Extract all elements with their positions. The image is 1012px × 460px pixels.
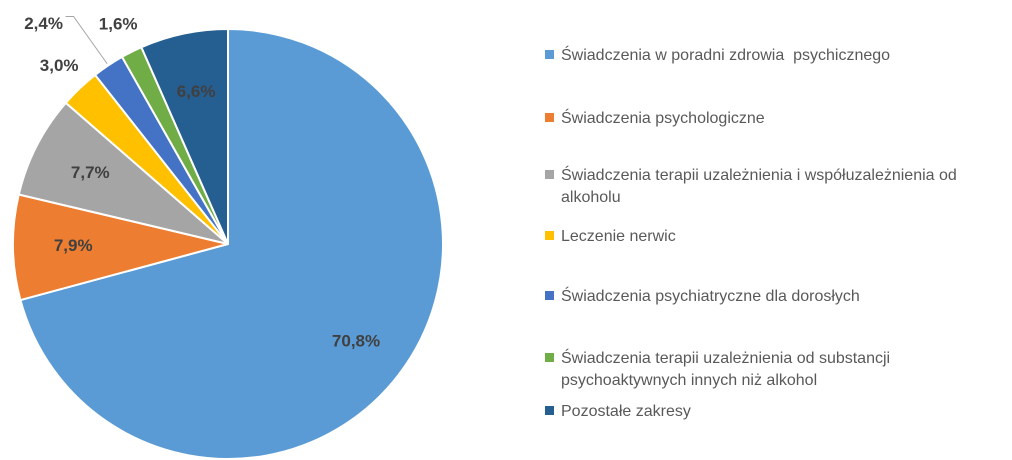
pie-slice: [140, 27, 229, 245]
legend-item: Świadczenia terapii uzależnienia i współ…: [545, 165, 975, 209]
data-label: 6,6%: [177, 82, 216, 101]
pie-slice: [12, 193, 229, 302]
data-label: 3,0%: [40, 56, 79, 75]
legend-label: Świadczenia psychiatryczne dla dorosłych: [561, 288, 860, 305]
legend-swatch: [545, 170, 554, 179]
legend-swatch: [545, 50, 554, 59]
legend-label: Świadczenia terapii uzależnienia od subs…: [561, 350, 895, 389]
legend-label: Leczenie nerwic: [561, 228, 676, 245]
legend-swatch: [545, 291, 554, 300]
legend-item: Świadczenia psychiatryczne dla dorosłych: [545, 286, 975, 308]
legend-label: Świadczenia w poradni zdrowia psychiczne…: [561, 47, 891, 64]
legend-label: Pozostałe zakresy: [561, 403, 691, 420]
legend-item: Pozostałe zakresy: [545, 401, 975, 423]
legend-swatch: [545, 406, 554, 415]
legend-label: Świadczenia terapii uzależnienia i współ…: [561, 167, 962, 206]
data-label: 7,7%: [71, 163, 110, 182]
legend-swatch: [545, 353, 554, 362]
legend-label: Świadczenia psychologiczne: [561, 110, 765, 127]
legend-item: Leczenie nerwic: [545, 226, 975, 248]
legend-item: Świadczenia w poradni zdrowia psychiczne…: [545, 45, 975, 67]
data-label: 2,4%: [24, 14, 63, 33]
legend-item: Świadczenia terapii uzależnienia od subs…: [545, 348, 975, 392]
data-label: 7,9%: [54, 236, 93, 255]
pie-slice: [19, 27, 444, 460]
data-label: 1,6%: [99, 14, 138, 33]
legend-swatch: [545, 113, 554, 122]
legend-swatch: [545, 231, 554, 240]
pie-slice: [17, 101, 229, 245]
data-label: 70,8%: [332, 332, 380, 351]
leader-line: [65, 16, 108, 65]
legend-item: Świadczenia psychologiczne: [545, 108, 975, 130]
